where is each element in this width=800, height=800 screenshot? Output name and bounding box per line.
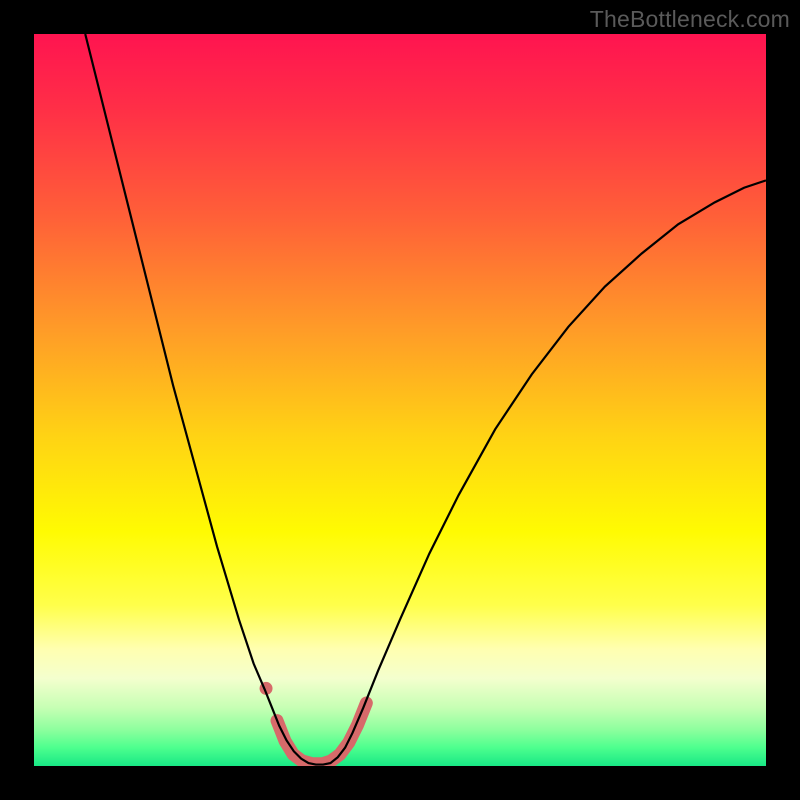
- gradient-background: [34, 34, 766, 766]
- watermark-text: TheBottleneck.com: [590, 6, 790, 33]
- chart-frame: TheBottleneck.com: [0, 0, 800, 800]
- plot-area: [34, 34, 766, 766]
- bottleneck-curve-chart: [34, 34, 766, 766]
